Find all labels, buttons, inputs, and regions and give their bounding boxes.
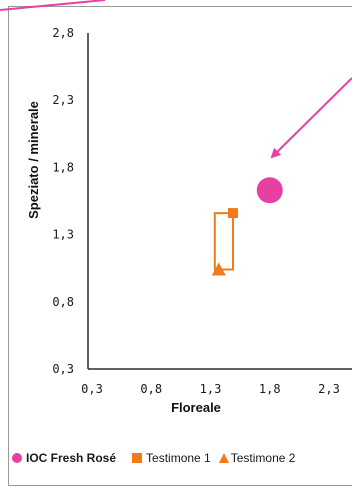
decorative-line bbox=[0, 0, 106, 11]
y-tick-label: 2,8 bbox=[52, 26, 74, 40]
data-marks bbox=[211, 177, 283, 276]
legend-triangle-marker bbox=[218, 453, 229, 463]
legend-item-1: Testimone 1 bbox=[132, 451, 211, 465]
data-point-square bbox=[228, 208, 239, 219]
legend-square-marker bbox=[132, 453, 143, 463]
axes bbox=[87, 33, 352, 370]
legend-item-2: Testimone 2 bbox=[218, 451, 296, 465]
y-tick-label: 1,3 bbox=[52, 228, 74, 242]
tick-labels: 0,3 0,8 1,3 1,8 2,3 0,3 0,8 1,3 1,8 2,3 2,8 bbox=[52, 26, 340, 396]
connector-line bbox=[213, 212, 235, 271]
data-point-circle bbox=[256, 177, 283, 204]
data-point-triangle bbox=[211, 262, 226, 276]
x-tick-label: 0,8 bbox=[140, 382, 162, 396]
x-tick-label: 1,8 bbox=[259, 382, 281, 396]
legend-circle-marker bbox=[12, 453, 22, 463]
legend: IOC Fresh Rosé Testimone 1 Testimone 2 bbox=[12, 450, 299, 466]
x-axis-title: Floreale bbox=[171, 400, 221, 415]
legend-label: Testimone 2 bbox=[230, 451, 296, 465]
x-tick-label: 2,3 bbox=[318, 382, 340, 396]
y-tick-label: 0,8 bbox=[52, 295, 74, 309]
y-tick-label: 1,8 bbox=[52, 160, 74, 174]
x-tick-label: 1,3 bbox=[200, 382, 222, 396]
y-tick-label: 2,3 bbox=[52, 93, 74, 107]
legend-label: Testimone 1 bbox=[146, 451, 211, 465]
y-tick-label: 0,3 bbox=[52, 362, 74, 376]
x-tick-label: 0,3 bbox=[81, 382, 103, 396]
legend-item-0: IOC Fresh Rosé bbox=[12, 451, 116, 465]
legend-label: IOC Fresh Rosé bbox=[26, 451, 117, 465]
annotation-arrow bbox=[270, 77, 352, 159]
y-axis-title: Speziato / minerale bbox=[26, 101, 41, 219]
scatter-chart: 0,3 0,8 1,3 1,8 2,3 0,3 0,8 1,3 1,8 2,3 2,8 Florea… bbox=[0, 0, 352, 415]
